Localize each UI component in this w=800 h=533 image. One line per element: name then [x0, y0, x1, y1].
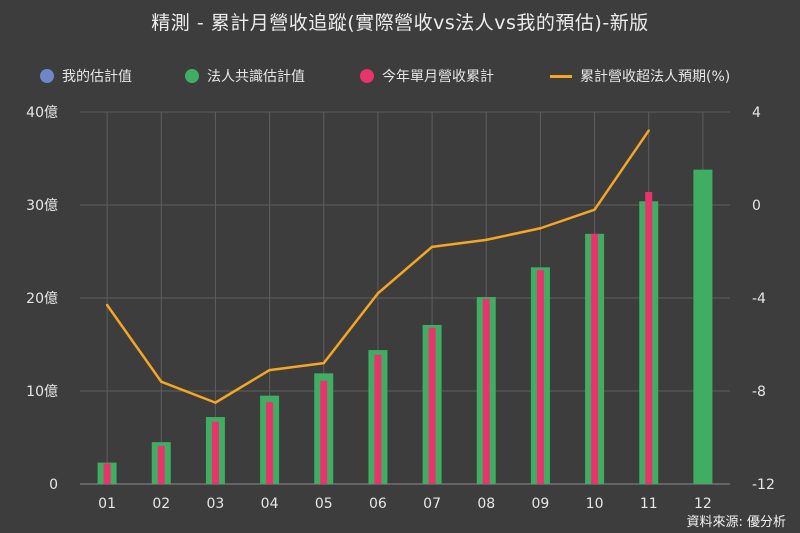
x-axis-tick-label: 09: [532, 496, 550, 512]
legend-label: 今年單月營收累計: [382, 69, 494, 85]
actual-bar: [645, 191, 653, 485]
actual-bar: [266, 402, 274, 484]
legend-label: 法人共識估計值: [207, 69, 305, 85]
line-point: [160, 380, 163, 383]
x-axis-tick-label: 06: [369, 496, 387, 512]
line-point: [322, 361, 325, 365]
actual-bar: [103, 463, 111, 484]
x-axis-tick-label: 11: [640, 496, 658, 512]
line-point: [593, 208, 596, 211]
line-point: [214, 401, 217, 404]
x-axis-tick-label: 10: [586, 496, 604, 512]
legend-line-icon: [550, 74, 572, 78]
actual-bar: [374, 354, 382, 484]
line-point: [376, 292, 380, 295]
legend-item-my-estimate[interactable]: 我的估計值: [40, 66, 132, 86]
line-point: [539, 227, 542, 230]
actual-bar: [320, 380, 328, 484]
legend: 我的估計值 法人共識估計值 今年單月營收累計 累計營收超法人預期(%): [0, 66, 800, 90]
left-axis-tick-label: 10億: [26, 384, 58, 400]
left-axis-tick-label: 0: [49, 477, 58, 493]
line-point: [268, 368, 271, 372]
x-axis-tick-label: 03: [207, 496, 225, 512]
right-axis-tick-label: -8: [752, 384, 766, 400]
actual-bar: [536, 270, 544, 484]
legend-label: 累計營收超法人預期(%): [580, 69, 731, 85]
left-axis-tick-label: 40億: [26, 105, 58, 121]
x-axis-tick-label: 01: [98, 496, 116, 512]
actual-bar: [211, 421, 219, 484]
right-axis-tick-label: 0: [752, 198, 761, 214]
actual-bar: [157, 445, 165, 484]
legend-item-beat-line[interactable]: 累計營收超法人預期(%): [550, 66, 730, 86]
x-axis-tick-label: 02: [152, 496, 170, 512]
source-note: 資料來源: 優分析: [686, 515, 786, 530]
x-axis-tick-label: 04: [261, 496, 279, 512]
actual-bar: [591, 233, 599, 484]
right-axis-tick-label: -12: [752, 477, 775, 493]
left-axis-tick-label: 20億: [26, 291, 58, 307]
x-axis-tick-label: 05: [315, 496, 333, 512]
x-axis-tick-label: 07: [423, 496, 441, 512]
legend-item-consensus[interactable]: 法人共識估計值: [185, 66, 305, 86]
actual-bar: [428, 327, 436, 484]
consensus-bar: [693, 169, 713, 484]
x-axis-tick-label: 12: [694, 496, 712, 512]
legend-dot-icon: [40, 69, 54, 83]
chart-title: 精測 - 累計月營收追蹤(實際營收vs法人vs我的預估)-新版: [151, 12, 649, 34]
actual-bar: [482, 298, 490, 484]
legend-item-actual[interactable]: 今年單月營收累計: [360, 66, 494, 86]
legend-dot-icon: [360, 69, 374, 83]
x-axis-tick-label: 08: [477, 496, 495, 512]
line-point: [105, 303, 109, 307]
line-point: [485, 238, 488, 242]
line-point: [430, 245, 434, 249]
left-axis-tick-label: 30億: [26, 198, 58, 214]
legend-dot-icon: [185, 69, 199, 83]
right-axis-tick-label: -4: [752, 291, 766, 307]
right-axis-tick-label: 4: [752, 105, 761, 121]
legend-label: 我的估計值: [62, 69, 132, 85]
line-point: [647, 129, 650, 132]
